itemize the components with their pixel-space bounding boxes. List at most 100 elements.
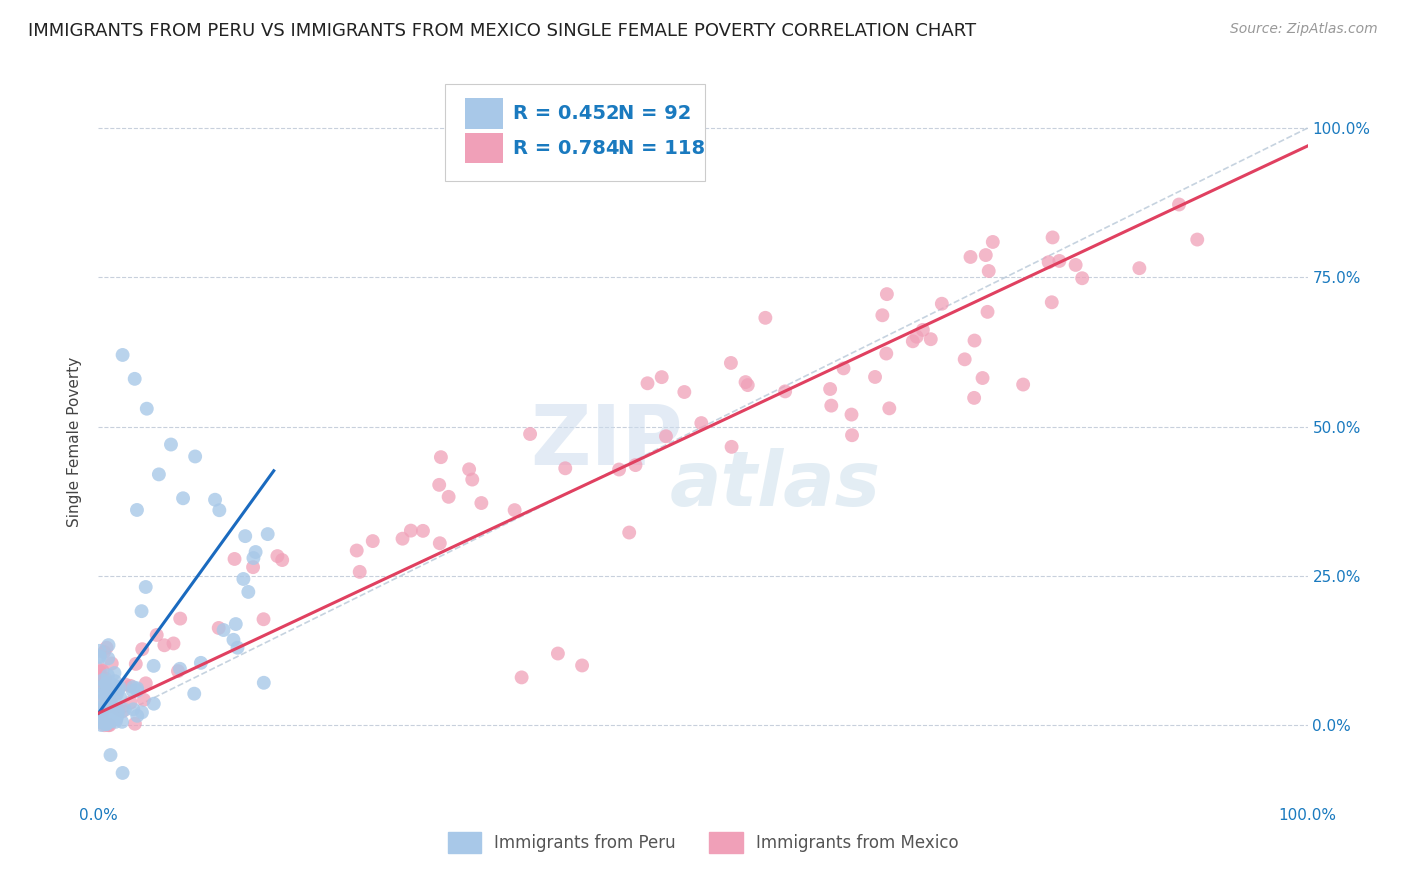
Point (901, 334, 924, 349)
Point (872, 308, 894, 322)
Point (242, 551, 264, 566)
Point (89, 662, 111, 676)
Point (93, 688, 115, 702)
Point (122, 702, 145, 716)
Point (607, 462, 630, 476)
Point (100, 747, 122, 762)
Point (104, 674, 127, 689)
Point (754, 310, 776, 325)
Point (101, 699, 124, 714)
Point (637, 376, 659, 391)
Point (104, 714, 127, 729)
Point (94, 710, 117, 724)
Point (96, 687, 118, 701)
Point (346, 543, 368, 558)
Point (571, 658, 593, 673)
Point (94, 709, 117, 723)
Point (1168, 197, 1191, 211)
Text: Source: ZipAtlas.com: Source: ZipAtlas.com (1230, 22, 1378, 37)
Point (110, 690, 132, 705)
Point (172, 491, 194, 506)
Point (103, 678, 125, 692)
Point (911, 323, 934, 337)
Point (127, 681, 149, 696)
Text: ZIP: ZIP (530, 401, 682, 482)
Point (107, 705, 129, 719)
Point (98, 712, 121, 726)
Point (97, 703, 120, 717)
Point (167, 664, 190, 678)
Point (90, 714, 112, 729)
Point (879, 401, 901, 416)
Point (127, 708, 149, 723)
Point (399, 524, 422, 538)
Point (96, 640, 118, 655)
Point (1042, 230, 1064, 244)
Point (225, 617, 247, 632)
Point (97, 638, 120, 652)
Point (135, 676, 157, 690)
Point (863, 370, 886, 384)
Point (737, 378, 759, 392)
Point (90, 718, 112, 732)
Point (204, 492, 226, 507)
Point (125, 657, 148, 671)
Point (160, 437, 183, 451)
Point (94, 672, 117, 686)
Point (100, 657, 122, 671)
Point (470, 496, 492, 510)
Point (184, 450, 207, 464)
Point (96, 716, 118, 731)
Point (93, 707, 115, 722)
Point (97, 691, 120, 706)
Point (875, 346, 897, 360)
Point (253, 675, 276, 690)
Point (90, 706, 112, 721)
Text: R = 0.784: R = 0.784 (513, 138, 620, 158)
Point (690, 416, 713, 430)
Point (931, 297, 953, 311)
Point (91, 704, 114, 718)
Point (89, 650, 111, 665)
Point (832, 361, 855, 376)
Point (131, 604, 153, 618)
Point (124, 372, 146, 386)
Point (224, 552, 246, 566)
Point (720, 440, 742, 454)
Point (162, 636, 184, 650)
Point (977, 264, 1000, 278)
Point (547, 647, 569, 661)
FancyBboxPatch shape (446, 84, 706, 181)
Point (142, 658, 165, 673)
Point (1187, 233, 1209, 247)
Point (142, 697, 165, 711)
Text: IMMIGRANTS FROM PERU VS IMMIGRANTS FROM MEXICO SINGLE FEMALE POVERTY CORRELATION: IMMIGRANTS FROM PERU VS IMMIGRANTS FROM … (28, 22, 976, 40)
Point (266, 549, 288, 563)
Point (981, 235, 1004, 249)
Point (103, 666, 125, 681)
Point (959, 250, 981, 264)
Point (169, 611, 191, 625)
Point (97, 668, 120, 682)
Point (920, 332, 942, 346)
Point (773, 384, 796, 399)
Point (96, 717, 118, 731)
Point (89, 700, 111, 714)
FancyBboxPatch shape (465, 133, 503, 163)
Point (963, 334, 986, 348)
Point (905, 329, 928, 343)
Point (108, 680, 131, 694)
Point (212, 623, 235, 637)
Point (190, 656, 212, 670)
Point (114, 703, 136, 717)
Point (91, 706, 114, 721)
Point (183, 687, 205, 701)
Point (105, 709, 128, 723)
Point (651, 370, 673, 384)
Point (271, 553, 294, 567)
Point (169, 662, 191, 676)
Point (252, 612, 274, 626)
Point (135, 580, 157, 594)
Point (131, 706, 153, 720)
Point (1047, 254, 1070, 268)
